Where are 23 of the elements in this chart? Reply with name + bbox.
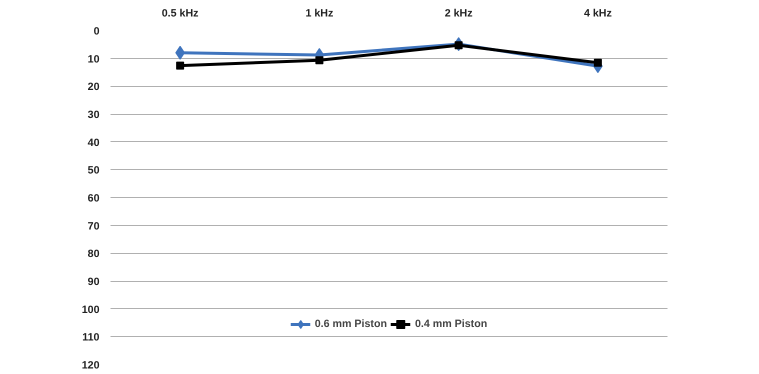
x-tick-label: 2 kHz — [444, 8, 473, 20]
y-tick-label: 110 — [82, 332, 100, 344]
y-tick-label: 60 — [88, 192, 100, 204]
y-tick-label: 20 — [88, 81, 100, 94]
y-tick-label: 40 — [88, 136, 100, 149]
y-tick-label: 100 — [82, 304, 100, 316]
y-tick-label: 70 — [88, 220, 100, 232]
x-tick-label: 4 kHz — [584, 8, 612, 20]
point — [454, 41, 463, 50]
x-tick-label: 0.5 kHz — [162, 8, 198, 20]
y-tick-label: 30 — [88, 109, 100, 121]
legend-label: 0.4 mm Piston — [415, 318, 488, 330]
y-tick-label: 80 — [88, 248, 100, 260]
legend-label: 0.6 mm Piston — [314, 318, 387, 330]
y-tick-label: 120 — [82, 360, 100, 372]
y-tick-label: 0 — [94, 26, 100, 38]
y-tick-label: 50 — [88, 164, 100, 177]
y-tick-label: 10 — [88, 53, 100, 66]
point — [594, 58, 602, 67]
x-tick-label: 1 kHz — [305, 8, 334, 20]
point — [176, 62, 184, 70]
y-tick-label: 90 — [88, 276, 100, 288]
point — [315, 56, 324, 64]
